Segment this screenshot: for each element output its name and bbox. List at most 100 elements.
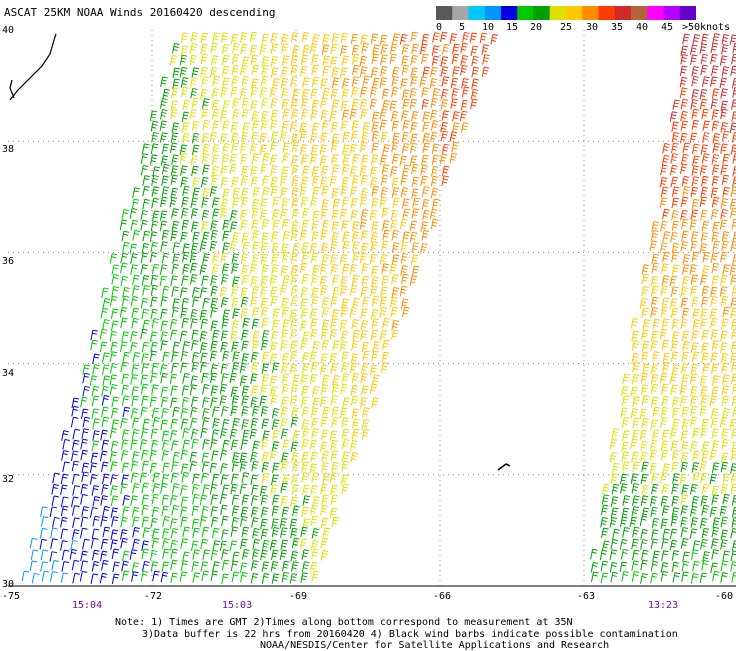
wind-barb	[310, 243, 312, 253]
wind-barb	[325, 473, 330, 474]
wind-barb	[315, 211, 320, 212]
wind-barb	[184, 223, 189, 224]
wind-barb	[172, 322, 177, 323]
wind-barb	[222, 407, 224, 417]
wind-barb	[322, 186, 324, 196]
wind-barb	[202, 57, 207, 58]
wind-barb	[333, 396, 338, 397]
wind-barb	[194, 362, 199, 363]
wind-barb	[282, 212, 287, 213]
wind-barb	[453, 44, 455, 54]
wind-barb	[424, 202, 429, 203]
wind-barb	[74, 443, 79, 444]
wind-barb	[302, 69, 307, 70]
wind-barb	[182, 55, 187, 56]
wind-barb	[182, 331, 187, 332]
wind-barb	[272, 105, 276, 106]
wind-barb	[292, 364, 297, 365]
wind-barb	[270, 88, 272, 98]
wind-barb	[242, 303, 246, 304]
wind-barb	[194, 222, 199, 223]
wind-barb	[172, 330, 177, 331]
wind-barb	[305, 78, 310, 79]
wind-barb	[273, 334, 278, 335]
wind-barb	[242, 146, 247, 147]
wind-barb	[262, 199, 267, 200]
wind-barb	[263, 68, 268, 69]
wind-barb	[361, 404, 365, 405]
wind-barb	[234, 498, 239, 499]
wind-barb	[402, 289, 407, 290]
wind-barb	[252, 107, 256, 108]
wind-barb	[303, 58, 308, 59]
wind-barb	[311, 89, 313, 99]
wind-barb	[332, 473, 337, 474]
wind-barb	[244, 197, 249, 198]
wind-barb	[471, 39, 475, 40]
wind-barb	[322, 365, 327, 366]
wind-barb	[234, 421, 239, 422]
wind-barb	[273, 79, 275, 89]
wind-barb	[262, 202, 267, 203]
wind-barb	[454, 70, 459, 71]
wind-barb	[281, 209, 283, 219]
wind-barb	[131, 496, 133, 506]
wind-barb	[312, 325, 316, 326]
wind-barb	[203, 36, 208, 37]
wind-barb	[283, 124, 288, 125]
wind-barb	[192, 388, 197, 389]
wind-barb	[73, 486, 75, 496]
wind-barb	[122, 365, 127, 366]
wind-barb	[195, 297, 200, 298]
wind-barb	[262, 265, 264, 275]
wind-barb	[472, 105, 476, 106]
wind-barb	[324, 223, 329, 224]
wind-barb	[432, 166, 434, 176]
wind-barb	[362, 392, 366, 393]
wind-barb	[174, 345, 179, 346]
wind-barb	[143, 211, 148, 212]
wind-barb	[431, 85, 435, 86]
wind-barb	[194, 353, 199, 354]
wind-barb	[285, 276, 290, 277]
wind-barb	[180, 67, 182, 77]
wind-barb	[323, 388, 328, 389]
wind-barb	[244, 433, 249, 434]
wind-barb	[352, 373, 354, 383]
coastline	[10, 34, 56, 100]
wind-barb	[394, 275, 399, 276]
wind-barb	[353, 93, 357, 94]
wind-barb	[322, 215, 326, 216]
wind-barb	[344, 165, 349, 166]
wind-barb	[241, 176, 243, 186]
wind-barb	[443, 122, 448, 123]
wind-barb	[262, 352, 264, 362]
wind-barb	[305, 485, 310, 486]
wind-barb	[291, 253, 293, 263]
wind-barb	[213, 330, 215, 340]
wind-barb	[443, 103, 448, 104]
wind-barb	[463, 103, 468, 104]
wind-barb	[313, 61, 317, 62]
wind-barb	[203, 228, 207, 229]
wind-barb	[214, 259, 218, 260]
wind-barb	[272, 376, 277, 377]
wind-barb	[351, 193, 355, 194]
wind-barb	[82, 463, 84, 473]
wind-barb	[141, 211, 143, 221]
wind-barb	[144, 495, 149, 496]
wind-barb	[242, 68, 247, 69]
wind-barb	[274, 85, 278, 86]
wind-barb	[144, 396, 149, 397]
wind-barb	[431, 219, 433, 229]
wind-barb	[391, 167, 393, 177]
wind-barb	[212, 198, 214, 208]
wind-barb	[284, 353, 289, 354]
wind-barb	[352, 187, 357, 188]
wind-barb	[252, 45, 257, 46]
wind-barb	[392, 243, 394, 253]
wind-barb	[293, 488, 298, 489]
wind-barb	[182, 67, 187, 68]
wind-barb	[432, 82, 437, 83]
wind-barb	[262, 45, 267, 46]
